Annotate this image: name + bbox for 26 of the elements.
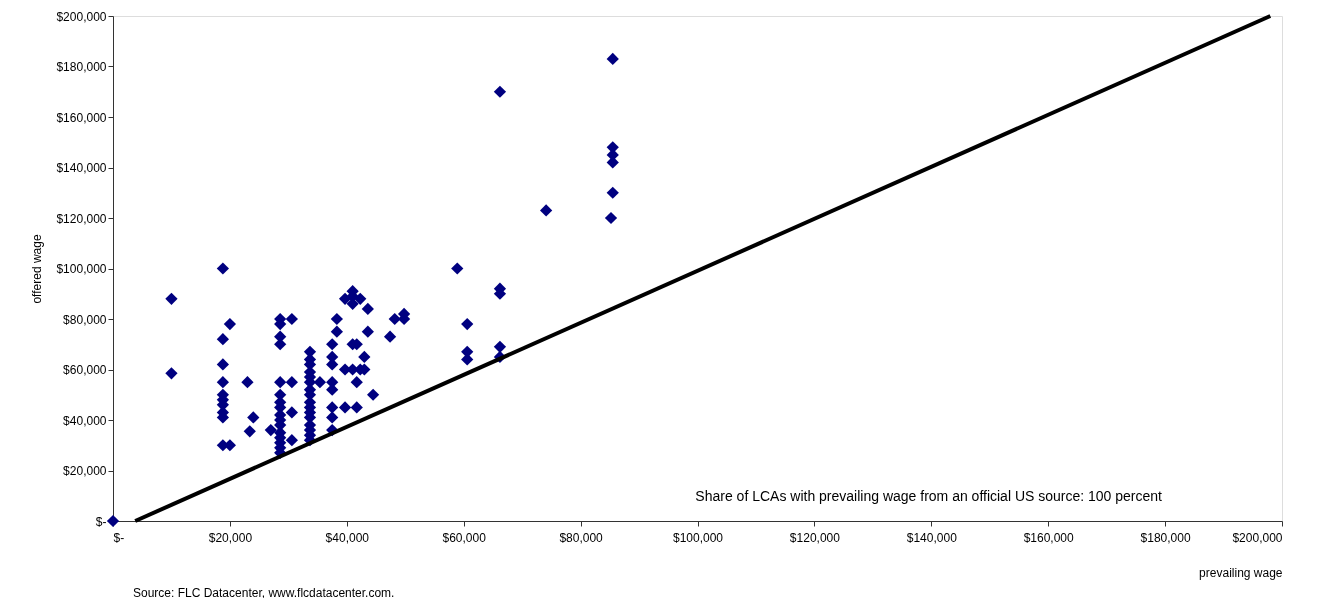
y-tick-label: $140,000 — [56, 161, 107, 175]
source-note: Source: FLC Datacenter, www.flcdatacenter.com. — [133, 586, 395, 598]
x-tick-label: $40,000 — [325, 530, 370, 545]
y-tick-label: $100,000 — [56, 262, 107, 276]
x-tick-label: $- — [113, 530, 125, 545]
annotation: Share of LCAs with prevailing wage from an official US source: 100 percent — [695, 488, 1163, 504]
y-tick-label: $20,000 — [63, 464, 107, 478]
x-tick-label: $100,000 — [672, 530, 724, 545]
x-tick-label: $60,000 — [442, 530, 487, 545]
y-axis-title: offered wage — [30, 234, 45, 304]
y-tick-label: $- — [95, 514, 107, 529]
y-tick-label: $120,000 — [56, 211, 107, 226]
y-tick-label: $180,000 — [56, 60, 107, 74]
x-tick-label: $160,000 — [1023, 530, 1075, 545]
x-tick-label: $180,000 — [1140, 530, 1191, 545]
y-tick-label: $160,000 — [56, 110, 107, 125]
y-tick-label: $60,000 — [63, 363, 107, 377]
x-tick-label: $140,000 — [906, 530, 958, 545]
y-tick-label: $80,000 — [63, 312, 107, 327]
x-axis-title: prevailing wage — [1199, 565, 1283, 580]
x-tick-label: $80,000 — [559, 530, 604, 545]
y-tick-label: $200,000 — [56, 9, 107, 24]
x-tick-label: $20,000 — [208, 530, 253, 545]
x-tick-label: $200,000 — [1232, 530, 1283, 545]
y-tick-label: $40,000 — [63, 413, 107, 428]
x-tick-label: $120,000 — [789, 530, 841, 545]
